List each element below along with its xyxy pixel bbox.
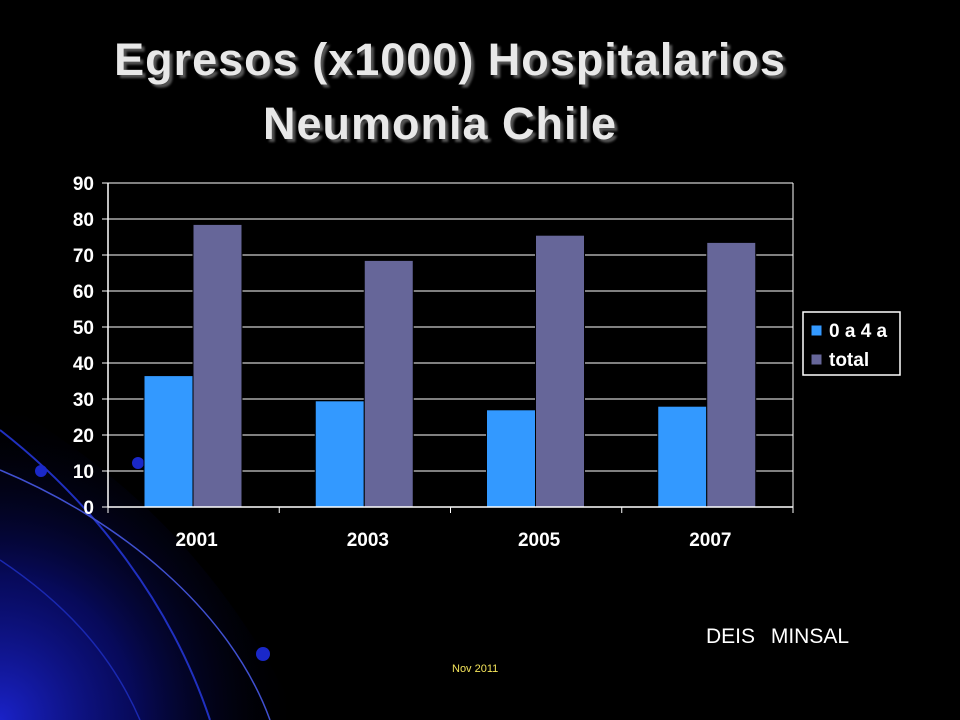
footer-date: Nov 2011 bbox=[452, 663, 499, 675]
x-tick-label: 2003 bbox=[347, 530, 389, 551]
decoration-dot bbox=[35, 465, 47, 477]
bar-total-2007 bbox=[706, 241, 757, 508]
slide-title-line1: Egresos (x1000) Hospitalarios bbox=[114, 34, 786, 85]
y-tick-label: 80 bbox=[73, 210, 94, 231]
bar-0-a-4-a-2003 bbox=[314, 400, 365, 508]
y-tick-label: 70 bbox=[73, 246, 94, 267]
bar-total-2005 bbox=[535, 234, 585, 508]
bar-0-a-4-a-2001 bbox=[143, 375, 194, 508]
legend-swatch bbox=[810, 324, 823, 337]
y-tick-label: 10 bbox=[73, 462, 94, 483]
x-tick-label: 2005 bbox=[518, 530, 561, 551]
bar-total-2001 bbox=[192, 223, 243, 508]
decoration-dot bbox=[132, 457, 144, 469]
legend-swatch bbox=[810, 353, 823, 366]
slide-title-line2: Neumonia Chile bbox=[262, 98, 618, 149]
x-tick-label: 2007 bbox=[689, 530, 731, 551]
y-tick-label: 40 bbox=[73, 354, 94, 375]
chart-axes: 0 10 20 30 40 50 60 70 80 90 2001 2003 2005 2007 bbox=[73, 174, 794, 551]
y-tick-label: 90 bbox=[73, 174, 94, 195]
bar-0-a-4-a-2007 bbox=[657, 405, 708, 508]
y-tick-label: 0 bbox=[83, 498, 94, 519]
y-tick-label: 50 bbox=[73, 318, 94, 339]
chart-legend: 0 a 4 a total bbox=[802, 311, 901, 376]
legend-label: total bbox=[829, 350, 869, 371]
source-label: DEIS MINSAL bbox=[706, 625, 850, 648]
chart-bars bbox=[143, 223, 757, 508]
x-tick-label: 2001 bbox=[175, 530, 218, 551]
bar-0-a-4-a-2005 bbox=[486, 409, 536, 508]
bar-total-2003 bbox=[363, 259, 414, 508]
decoration-dot bbox=[256, 647, 270, 661]
y-tick-label: 60 bbox=[73, 282, 94, 303]
legend-label: 0 a 4 a bbox=[829, 321, 888, 342]
y-tick-label: 30 bbox=[73, 390, 94, 411]
y-tick-label: 20 bbox=[73, 426, 94, 447]
